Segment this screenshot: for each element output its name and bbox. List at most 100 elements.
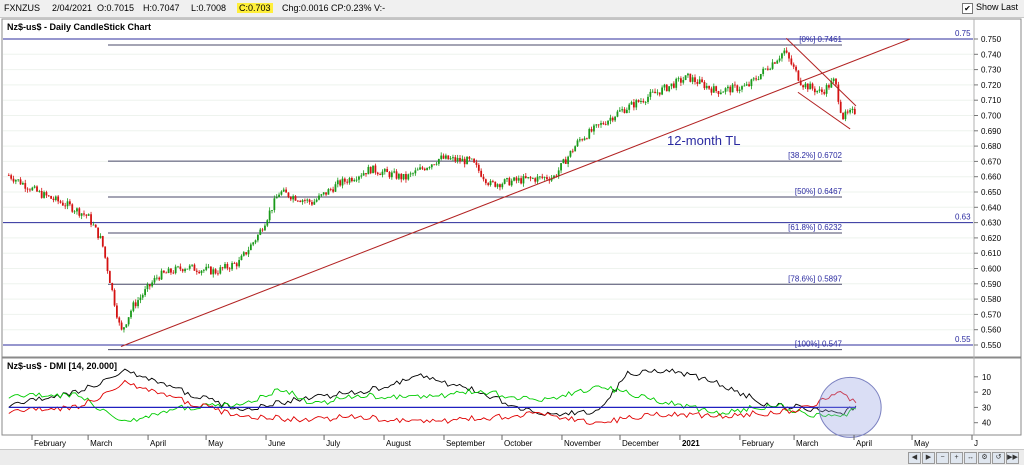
price-tick-label: 0.680 [981, 142, 1002, 151]
candle-body [752, 78, 755, 80]
candle-body [80, 213, 83, 216]
candle-body [76, 208, 78, 212]
candle-body [94, 224, 97, 228]
reset-icon[interactable]: ↺ [992, 452, 1005, 464]
price-tick-label: 0.670 [981, 157, 1002, 166]
candle-body [97, 227, 100, 239]
candle-body [412, 173, 414, 175]
candle-body [555, 175, 558, 177]
candle-body [722, 91, 725, 93]
trendline [797, 91, 851, 130]
candle-body [329, 189, 332, 190]
candle-body [614, 116, 617, 121]
candle-body [61, 202, 64, 206]
candle-body [181, 269, 184, 272]
candle-body [271, 210, 273, 211]
candle-body [14, 180, 17, 182]
candle-body [564, 159, 567, 164]
candle-body [336, 180, 339, 185]
scroll-right-icon[interactable]: ▶ [922, 452, 935, 464]
candle-body [806, 83, 809, 90]
x-tick-label: November [564, 439, 601, 448]
candle-body [534, 178, 537, 182]
candle-body [830, 81, 833, 88]
candle-body [10, 175, 13, 179]
fit-icon[interactable]: ↔ [964, 452, 977, 464]
fib-label: [61.8%] 0.6232 [788, 223, 842, 232]
candle-body [29, 189, 31, 191]
candle-body [155, 277, 158, 279]
x-tick-label: April [856, 439, 872, 448]
trendline [785, 37, 857, 107]
level-label: 0.63 [955, 213, 971, 222]
candle-body [381, 171, 384, 176]
open-value: O:0.7015 [97, 3, 135, 13]
candle-body [668, 86, 671, 92]
fib-label: [100%] 0.547 [795, 340, 843, 349]
candle-body [781, 53, 783, 59]
chart-canvas[interactable]: 0.750 0.740 0.730 0.720 0.710 0.700 0.690 0.680… [0, 0, 1024, 449]
price-tick-label: 0.590 [981, 280, 1002, 289]
candle-body [304, 200, 306, 202]
candle-body [701, 79, 703, 83]
candle-body [172, 272, 175, 274]
candle-body [499, 184, 501, 188]
candle-body [839, 101, 842, 113]
candle-body [231, 263, 233, 270]
candle-body [292, 196, 295, 200]
candle-body [778, 58, 781, 61]
price-tick-label: 0.690 [981, 127, 1002, 136]
candle-body [108, 271, 111, 283]
candle-body [506, 178, 508, 180]
candle-body [705, 85, 708, 89]
candle-body [36, 186, 38, 192]
candle-body [146, 284, 149, 290]
candle-body [717, 91, 720, 95]
candle-body [783, 50, 786, 54]
candle-body [101, 236, 104, 247]
x-tick-label: 2021 [682, 439, 700, 448]
candle-body [531, 178, 534, 180]
candle-body [734, 84, 736, 86]
candle-body [618, 110, 621, 112]
date-label: 2/04/2021 [52, 3, 93, 13]
level-label: 0.55 [955, 335, 971, 344]
candle-body [174, 266, 177, 274]
candle-body [529, 177, 532, 179]
fibonacci-levels: [0%] 0.7461 [38.2%] 0.6702 [50%] 0.6467 [61… [108, 35, 843, 351]
candle-body [541, 176, 544, 178]
candle-body [539, 176, 541, 178]
settings-icon[interactable]: ⚙ [978, 452, 991, 464]
candle-body [355, 179, 358, 181]
zoom-in-icon[interactable]: + [950, 452, 963, 464]
candle-body [616, 111, 619, 117]
candle-body [327, 189, 330, 195]
candlestick-series [7, 47, 856, 333]
candle-body [675, 78, 678, 88]
zoom-out-icon[interactable]: − [936, 452, 949, 464]
candle-body [235, 263, 238, 267]
low-value: L:0.7008 [191, 3, 227, 13]
x-tick-label: May [914, 439, 929, 448]
candle-body [280, 191, 283, 195]
candle-body [560, 163, 562, 171]
candle-body [360, 175, 363, 177]
volume-value: V:- [374, 3, 386, 13]
candle-body [590, 129, 593, 132]
candle-body [788, 52, 790, 59]
candle-body [501, 183, 504, 188]
candle-body [842, 112, 844, 120]
horizontal-levels: 0.75 0.63 0.55 [3, 29, 973, 346]
candle-body [261, 229, 264, 231]
candle-body [508, 178, 511, 186]
candle-body [50, 196, 53, 199]
candle-body [165, 272, 168, 274]
x-tick-label: J [974, 439, 978, 448]
show-last-checkbox[interactable]: ✔ Show Last [961, 2, 1018, 14]
candle-body [38, 190, 41, 192]
candle-body [214, 269, 217, 274]
end-icon[interactable]: ▶▶ [1006, 452, 1019, 464]
scroll-left-icon[interactable]: ◀ [908, 452, 921, 464]
candle-body [821, 89, 823, 93]
candle-body [419, 167, 421, 170]
